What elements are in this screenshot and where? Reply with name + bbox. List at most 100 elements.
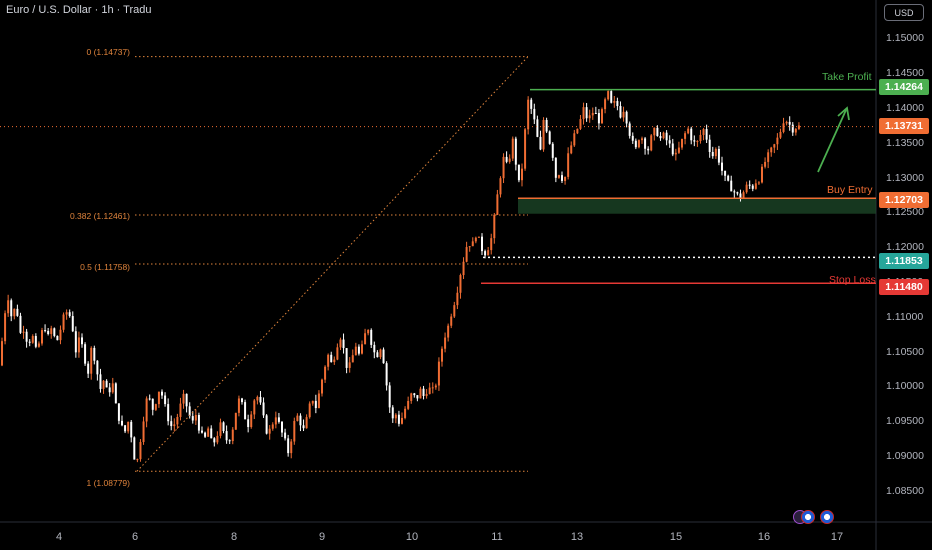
candle-body — [616, 101, 619, 107]
candle-body — [351, 355, 354, 363]
candle-body — [422, 388, 425, 396]
candle-body — [564, 176, 567, 181]
candle-body — [767, 152, 770, 162]
fib-label-1: 1 (1.08779) — [86, 478, 130, 488]
candle-body — [161, 391, 163, 396]
candle-body — [502, 156, 505, 179]
time-tick-label: 8 — [230, 531, 238, 543]
candle-body — [493, 214, 496, 239]
candle-body — [730, 180, 733, 192]
candle-body — [7, 300, 10, 314]
currency-button[interactable]: USD — [884, 4, 924, 21]
candle-body — [253, 400, 256, 415]
candle-body — [471, 241, 474, 247]
candle-body — [394, 414, 397, 419]
candle-body — [554, 157, 557, 178]
candle-body — [151, 398, 154, 410]
fib-label-0382: 0.382 (1.12461) — [69, 211, 130, 221]
candle-body — [50, 328, 53, 334]
candle-body — [764, 161, 767, 167]
candle-body — [290, 441, 293, 454]
candle-body — [401, 417, 403, 424]
candle-body — [659, 136, 662, 139]
candle-body — [139, 442, 142, 460]
candle-body — [96, 360, 99, 375]
candle-body — [284, 432, 287, 439]
candle-body — [133, 437, 136, 460]
candle-body — [782, 123, 785, 132]
candle-body — [22, 331, 25, 333]
candle-body — [244, 402, 247, 420]
price-tick-label: 1.13000 — [886, 171, 924, 184]
candle-body — [197, 415, 200, 431]
candle-body — [668, 140, 671, 144]
candle-body — [736, 192, 739, 194]
candle-body — [742, 192, 745, 199]
candle-body — [545, 119, 548, 132]
candle-body — [77, 337, 80, 353]
entry-zone — [518, 198, 876, 214]
candle-body — [339, 339, 342, 348]
price-tick-label: 1.09500 — [886, 415, 924, 428]
candle-body — [644, 138, 647, 149]
candle-body — [391, 407, 394, 419]
candle-body — [585, 107, 588, 119]
candle-body — [419, 388, 422, 399]
candle-body — [194, 415, 197, 421]
candle-body — [293, 420, 296, 442]
price-tick-label: 1.13500 — [886, 136, 924, 149]
candle-body — [721, 162, 723, 171]
candle-body — [511, 138, 514, 159]
candle-body — [327, 354, 330, 367]
price-tick-label: 1.14000 — [886, 101, 924, 114]
target-arrow-head — [837, 106, 850, 121]
stop-loss-price-badge: 1.11480 — [879, 279, 929, 295]
event-us-flag-icon[interactable] — [801, 510, 815, 524]
candle-body — [357, 346, 360, 354]
price-tick-label: 1.12000 — [886, 241, 924, 254]
candle-body — [662, 132, 665, 139]
candle-body — [71, 316, 74, 332]
time-tick-label: 17 — [830, 531, 844, 543]
candle-body — [637, 140, 640, 148]
candle-body — [561, 175, 563, 181]
candle-body — [354, 346, 357, 356]
candle-body — [576, 128, 579, 134]
candle-body — [711, 151, 714, 157]
candle-body — [210, 428, 213, 439]
candle-body — [748, 184, 751, 186]
candle-body — [594, 112, 597, 114]
candle-body — [671, 143, 674, 155]
candle-body — [588, 115, 591, 119]
candle-body — [222, 422, 225, 432]
candle-body — [308, 403, 311, 418]
target-arrow-shaft — [817, 109, 847, 173]
candle-body — [154, 404, 157, 410]
candle-body — [468, 246, 471, 248]
candle-body — [681, 138, 683, 148]
candle-body — [416, 395, 419, 399]
candle-body — [447, 325, 450, 338]
candle-body — [370, 329, 373, 345]
candle-body — [397, 414, 400, 424]
buy-entry-label: Buy Entry — [827, 184, 873, 196]
candle-body — [145, 398, 148, 422]
candle-body — [170, 421, 173, 427]
candle-body — [142, 421, 145, 443]
candle-body — [521, 168, 523, 181]
candle-body — [714, 148, 717, 157]
candle-body — [582, 107, 585, 120]
candle-body — [785, 121, 788, 124]
candle-body — [228, 440, 231, 442]
price-tick-label: 1.08500 — [886, 484, 924, 497]
event-eu-flag-icon[interactable] — [820, 510, 834, 524]
candle-body — [185, 393, 188, 407]
candle-body — [10, 300, 13, 317]
candle-body — [751, 185, 754, 189]
time-tick-label: 10 — [405, 531, 419, 543]
candle-body — [490, 238, 493, 251]
candle-body — [450, 316, 453, 326]
candle-body — [610, 91, 613, 103]
